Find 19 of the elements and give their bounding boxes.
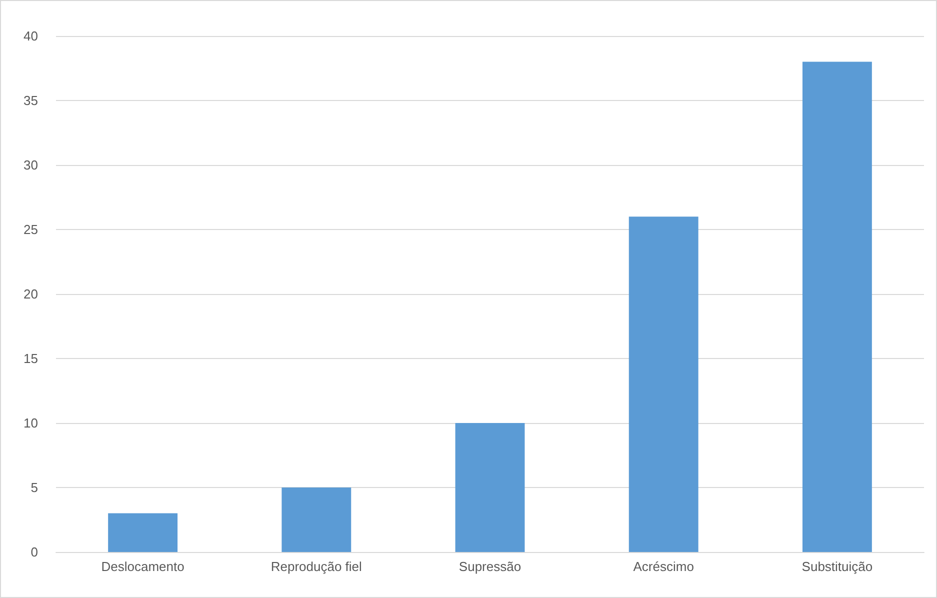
- y-tick-label: 30: [24, 158, 38, 172]
- y-tick-label: 20: [24, 286, 38, 302]
- x-tick-label: Supressão: [458, 559, 522, 574]
- bar: [282, 488, 352, 552]
- y-tick-label: 35: [24, 93, 38, 108]
- y-tick-label: 0: [30, 544, 38, 560]
- bar: [108, 513, 178, 552]
- bar: [802, 62, 872, 552]
- bar: [628, 216, 698, 552]
- bar: [455, 423, 525, 552]
- x-tick-label: Deslocamento: [101, 559, 184, 574]
- x-tick-label: Reprodução fiel: [270, 559, 362, 574]
- y-tick-label: 25: [24, 222, 38, 237]
- y-tick-label: 10: [24, 416, 38, 430]
- x-tick-label: Substituição: [802, 559, 873, 574]
- y-tick-label: 15: [24, 351, 38, 366]
- x-tick-label: Acréscimo: [633, 559, 694, 574]
- y-tick-label: 40: [24, 28, 38, 44]
- y-tick-label: 5: [30, 480, 38, 495]
